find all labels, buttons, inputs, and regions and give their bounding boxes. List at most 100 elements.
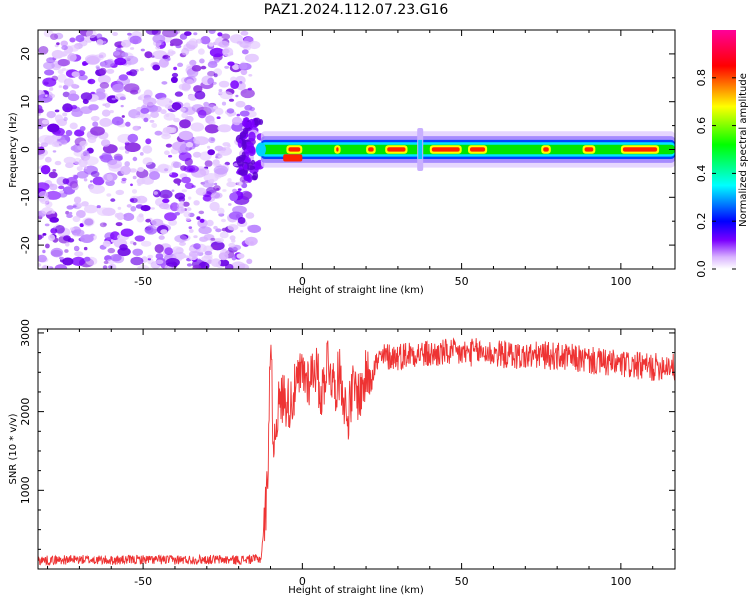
noise-blob bbox=[174, 212, 181, 216]
noise-blob bbox=[171, 102, 182, 111]
noise-blob bbox=[161, 133, 172, 140]
noise-blob bbox=[215, 228, 222, 233]
noise-blob bbox=[158, 202, 170, 210]
noise-blob bbox=[50, 247, 64, 258]
noise-blob bbox=[63, 156, 76, 164]
noise-blob bbox=[96, 39, 104, 46]
noise-blob bbox=[123, 83, 140, 93]
noise-blob bbox=[69, 44, 79, 52]
signal-core bbox=[431, 147, 460, 152]
noise-blob bbox=[62, 112, 68, 117]
noise-blob bbox=[69, 122, 78, 130]
noise-blob bbox=[210, 258, 222, 267]
noise-blob bbox=[99, 117, 112, 127]
noise-blob bbox=[200, 36, 211, 45]
noise-blob bbox=[52, 169, 57, 172]
noise-blob bbox=[119, 146, 126, 151]
noise-blob bbox=[134, 235, 145, 242]
noise-blob bbox=[228, 242, 236, 248]
noise-blob bbox=[172, 246, 182, 253]
noise-blob bbox=[135, 114, 142, 119]
snr-ylabel: SNR (10 * v/v) bbox=[8, 413, 19, 484]
noise-blob bbox=[96, 33, 103, 39]
signal-core bbox=[283, 154, 303, 162]
noise-blob bbox=[111, 97, 116, 101]
noise-blob bbox=[218, 40, 230, 48]
x-tick-label: 0 bbox=[299, 275, 306, 288]
noise-blob bbox=[72, 205, 77, 208]
noise-blob bbox=[224, 65, 230, 69]
noise-blob bbox=[45, 94, 48, 98]
noise-blob bbox=[208, 42, 214, 47]
noise-blob bbox=[132, 125, 141, 131]
noise-blob bbox=[126, 204, 132, 208]
noise-blob bbox=[232, 188, 238, 193]
noise-blob bbox=[240, 88, 255, 99]
noise-blob bbox=[214, 182, 218, 186]
noise-blob bbox=[178, 151, 192, 162]
noise-blob bbox=[185, 141, 194, 148]
noise-blob bbox=[179, 241, 186, 246]
noise-blob bbox=[82, 62, 87, 66]
noise-blob bbox=[164, 247, 174, 256]
noise-blob bbox=[43, 61, 55, 70]
noise-blob bbox=[184, 31, 192, 36]
x-tick-label: 100 bbox=[610, 575, 631, 588]
noise-blob bbox=[124, 142, 141, 152]
noise-blob bbox=[142, 157, 153, 166]
noise-blob bbox=[114, 57, 127, 66]
noise-blob bbox=[132, 175, 137, 180]
noise-blob bbox=[186, 79, 194, 85]
noise-blob bbox=[229, 235, 236, 241]
noise-blob bbox=[217, 32, 223, 37]
noise-blob bbox=[112, 32, 118, 36]
signal-core bbox=[387, 147, 406, 152]
noise-blob bbox=[214, 145, 224, 151]
noise-blob bbox=[63, 116, 68, 122]
y-tick-label: 20 bbox=[19, 47, 32, 61]
noise-blob bbox=[41, 264, 51, 269]
noise-blob bbox=[177, 62, 184, 67]
noise-blob bbox=[239, 110, 250, 117]
noise-blob bbox=[191, 65, 202, 72]
y-tick-label: 1000 bbox=[19, 476, 32, 504]
noise-blob bbox=[139, 67, 145, 72]
signal-core bbox=[622, 147, 658, 152]
colorbar-gradient bbox=[712, 30, 736, 269]
noise-blob bbox=[78, 74, 88, 81]
noise-blob bbox=[153, 191, 158, 195]
noise-blob bbox=[63, 235, 71, 242]
noise-blob bbox=[136, 178, 146, 185]
colorbar-ticks: 0.0 0.2 0.4 0.6 0.8 bbox=[695, 69, 736, 278]
noise-blob bbox=[213, 73, 218, 78]
noise-blob bbox=[83, 246, 88, 251]
noise-blob bbox=[210, 192, 223, 199]
noise-blob bbox=[165, 143, 172, 148]
noise-blob bbox=[239, 62, 248, 70]
noise-blob bbox=[101, 109, 111, 117]
noise-blob bbox=[236, 253, 245, 259]
noise-blob bbox=[169, 43, 174, 47]
noise-blob bbox=[212, 245, 218, 250]
noise-blob bbox=[145, 226, 154, 234]
noise-blob bbox=[183, 102, 191, 108]
noise-blob bbox=[38, 254, 47, 263]
noise-blob bbox=[44, 201, 53, 208]
noise-blob bbox=[140, 107, 150, 114]
chart-title: PAZ1.2024.112.07.23.G16 bbox=[264, 2, 449, 18]
noise-blob bbox=[137, 167, 144, 172]
noise-blob bbox=[87, 78, 96, 85]
signal-core bbox=[336, 147, 339, 152]
snr-series-line bbox=[38, 337, 675, 567]
noise-blob bbox=[127, 32, 132, 36]
noise-blob bbox=[58, 85, 63, 88]
signal-spike bbox=[418, 139, 423, 159]
noise-blob bbox=[129, 35, 142, 45]
noise-blob bbox=[181, 112, 188, 119]
noise-blob bbox=[38, 234, 43, 240]
noise-blob bbox=[124, 161, 130, 167]
noise-blob bbox=[184, 182, 194, 189]
noise-blob bbox=[230, 80, 240, 89]
noise-blob bbox=[173, 117, 180, 123]
noise-blob bbox=[226, 181, 237, 188]
